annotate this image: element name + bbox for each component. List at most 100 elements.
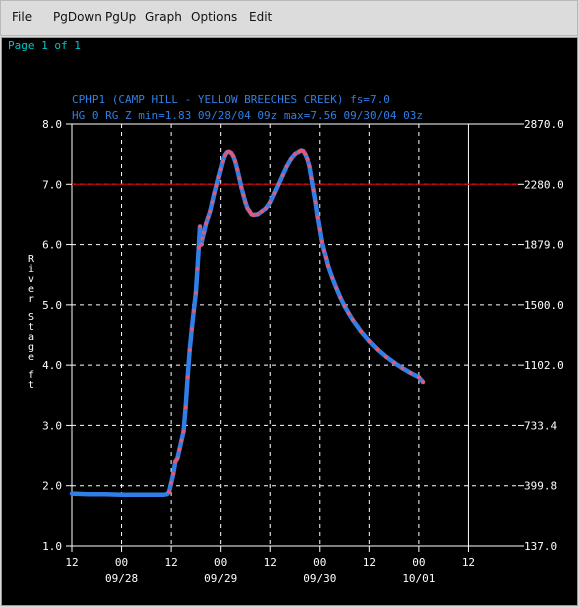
series-point [301, 149, 306, 154]
menu-options[interactable]: Options [191, 10, 238, 24]
series-point [383, 354, 388, 359]
menu-file[interactable]: File [12, 10, 33, 24]
x-tick-label: 12 [363, 556, 376, 569]
series-line-observed [69, 148, 426, 498]
series-point [284, 164, 289, 169]
series-point [326, 263, 330, 268]
y-axis-label-char: t [28, 322, 34, 333]
y-axis-label-char: e [28, 352, 34, 363]
y2-tick-label: 733.4 [524, 419, 557, 432]
y2-tick-label: 399.8 [524, 480, 557, 493]
series-point [237, 176, 242, 181]
series-point [324, 255, 328, 260]
series-point [212, 191, 217, 196]
y-axis-label-char: g [28, 342, 34, 353]
series-point [264, 206, 269, 211]
series-point [202, 230, 207, 235]
series-point [272, 191, 277, 196]
series-point [309, 176, 314, 181]
series-point [280, 173, 285, 178]
y2-tick-label: 2870.0 [524, 118, 564, 131]
y2-tick-label: 1102.0 [524, 359, 564, 372]
series-point [199, 242, 204, 247]
x-tick-label: 12 [264, 556, 277, 569]
y2-tick-label: 137.0 [524, 540, 557, 553]
series-point [321, 248, 326, 253]
series-point [171, 471, 176, 476]
y-axis-label-char: R [28, 254, 35, 265]
y-tick-label: 5.0 [42, 299, 62, 312]
x-date-label: 09/29 [204, 572, 237, 585]
series-point [375, 347, 380, 352]
series-point [330, 275, 335, 280]
series-point [251, 213, 256, 217]
y-tick-label: 1.0 [42, 540, 62, 553]
y-axis-label-char: e [28, 284, 34, 295]
y-tick-label: 7.0 [42, 178, 62, 191]
series-point [233, 159, 238, 164]
series-point [175, 456, 180, 461]
x-tick-label: 12 [164, 556, 177, 569]
series-point [204, 221, 209, 226]
series-point [317, 227, 322, 232]
chart-title: CPHP1 (CAMP HILL - YELLOW BREECHES CREEK… [72, 93, 390, 106]
series-point [416, 375, 421, 380]
series-point [255, 212, 260, 217]
y-tick-label: 6.0 [42, 239, 62, 252]
series-point [214, 183, 219, 188]
y-tick-label: 8.0 [42, 118, 62, 131]
menu-pgdown[interactable]: PgDown [53, 10, 102, 24]
series-point [229, 150, 233, 155]
series-point [338, 295, 343, 300]
series-point [359, 329, 364, 334]
series-point [342, 304, 347, 309]
x-tick-label: 00 [115, 556, 128, 569]
series-point [313, 200, 318, 205]
series-point [315, 215, 320, 220]
x-tick-label: 12 [65, 556, 78, 569]
series-point [268, 200, 273, 205]
series-point [200, 236, 205, 241]
chart-subtitle: HG 0 RG Z min=1.83 09/28/04 09z max=7.56… [72, 109, 423, 122]
series-point [218, 167, 223, 172]
series-point [173, 459, 178, 464]
x-tick-label: 00 [313, 556, 326, 569]
y-tick-label: 4.0 [42, 359, 62, 372]
series-point [210, 200, 215, 205]
x-date-label: 09/28 [105, 572, 138, 585]
series-point [222, 153, 227, 158]
series-point [231, 154, 236, 158]
series-point [179, 438, 184, 443]
series-point [243, 200, 248, 205]
y-axis-label-char: S [28, 312, 34, 323]
page-indicator: Page 1 of 1 [8, 39, 81, 52]
series-point [350, 317, 355, 322]
y2-tick-label: 1500.0 [524, 299, 564, 312]
x-date-label: 09/30 [303, 572, 336, 585]
series-point [260, 209, 264, 214]
plot-frame [1, 37, 578, 606]
series-point [216, 175, 221, 180]
menu-graph[interactable]: Graph [145, 10, 182, 24]
series-point [421, 380, 425, 384]
series-point [191, 308, 196, 313]
menu-edit[interactable]: Edit [249, 10, 273, 24]
series-point [311, 188, 316, 193]
x-date-label: 10/01 [402, 572, 435, 585]
y-axis-label-char: v [28, 274, 34, 285]
y2-tick-label: 2280.0 [524, 178, 564, 191]
series-point [206, 215, 211, 220]
y-tick-label: 3.0 [42, 419, 62, 432]
series-point [247, 209, 252, 214]
menu-pgup[interactable]: PgUp [105, 10, 137, 24]
series-point [276, 182, 281, 187]
series-point [181, 429, 186, 434]
series-point [367, 339, 372, 343]
series-point [239, 185, 244, 190]
menu-bar: File PgDown PgUp Graph Options Edit [0, 0, 578, 36]
series-point [220, 159, 225, 164]
series-point [293, 152, 297, 157]
series-point [303, 152, 308, 157]
